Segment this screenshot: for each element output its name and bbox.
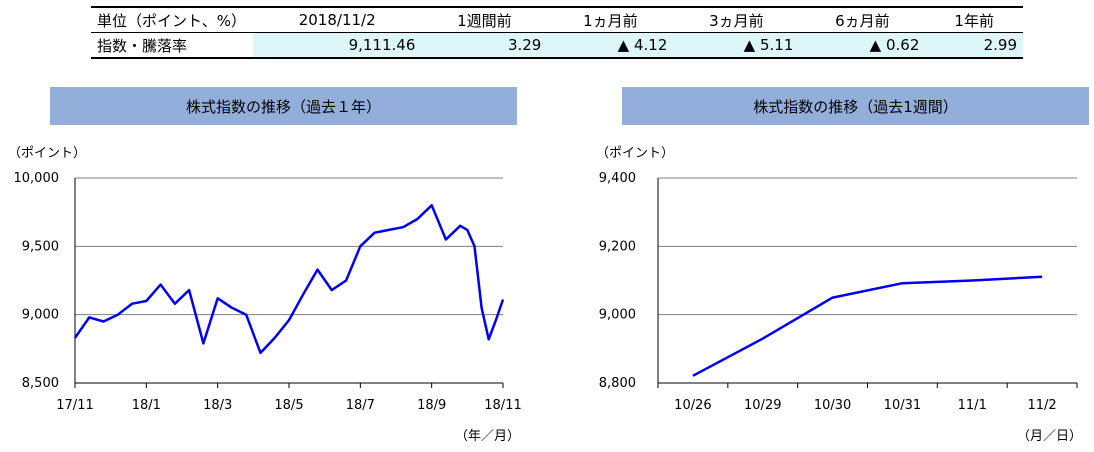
chart2-xtick-label: 10/29 [744, 398, 781, 413]
chart2-xtick-label: 10/26 [674, 398, 711, 413]
value-1month: ▲ 4.12 [547, 32, 674, 59]
header-unit: 単位（ポイント、%） [91, 6, 253, 33]
chart1-series-line [73, 204, 505, 355]
chart2-xtick-label: 11/2 [1027, 398, 1056, 413]
chart2-title: 株式指数の推移（過去1週間） [622, 87, 1089, 125]
header-3month: 3ヵ月前 [673, 6, 800, 33]
value-6month: ▲ 0.62 [799, 32, 926, 59]
chart1-xtick-label: 18/11 [484, 398, 521, 413]
summary-header-row: 単位（ポイント、%） 2018/11/2 1週間前 1ヵ月前 3ヵ月前 6ヵ月前… [91, 6, 1023, 33]
value-index: 9,111.46 [253, 32, 422, 59]
chart2-ylabel: （ポイント） [596, 146, 674, 161]
chart2-xtick-label: 11/1 [958, 398, 987, 413]
chart2-ytick-label: 9,200 [599, 239, 636, 254]
header-1week: 1週間前 [421, 6, 548, 33]
chart2-xtick-label: 10/30 [814, 398, 851, 413]
chart2-series-line [692, 275, 1043, 377]
summary-table: 単位（ポイント、%） 2018/11/2 1週間前 1ヵ月前 3ヵ月前 6ヵ月前… [91, 6, 1023, 59]
chart1-xtick-label: 18/3 [203, 398, 232, 413]
chart1-ytick-label: 9,000 [22, 308, 59, 323]
value-1year: 2.99 [925, 32, 1023, 59]
header-1year: 1年前 [925, 6, 1023, 33]
chart1-ylabel: （ポイント） [8, 146, 86, 161]
header-date: 2018/11/2 [253, 6, 422, 33]
chart2-xlabel: （月／日） [1017, 429, 1082, 444]
chart1-xtick-label: 18/9 [417, 398, 446, 413]
chart1-xtick-label: 18/1 [132, 398, 161, 413]
chart1-xtick-label: 18/7 [346, 398, 375, 413]
value-3month: ▲ 5.11 [673, 32, 800, 59]
chart1-ytick-label: 8,500 [22, 376, 59, 391]
header-1month: 1ヵ月前 [547, 6, 674, 33]
chart1-ytick-label: 9,500 [22, 239, 59, 254]
header-6month: 6ヵ月前 [799, 6, 926, 33]
chart1-xtick-label: 17/11 [56, 398, 93, 413]
chart2-ytick-label: 9,400 [599, 171, 636, 186]
chart2-ytick-label: 8,800 [599, 376, 636, 391]
value-1week: 3.29 [421, 32, 548, 59]
chart2-ytick-label: 9,000 [599, 308, 636, 323]
row-label: 指数・騰落率 [91, 32, 253, 59]
chart2-xtick-label: 10/31 [884, 398, 921, 413]
summary-value-row: 指数・騰落率 9,111.46 3.29 ▲ 4.12 ▲ 5.11 ▲ 0.6… [91, 32, 1023, 59]
chart1-xlabel: （年／月） [455, 429, 520, 444]
chart1-xtick-label: 18/5 [274, 398, 303, 413]
chart1-title: 株式指数の推移（過去１年） [50, 87, 517, 125]
chart1-ytick-label: 10,000 [14, 171, 60, 186]
